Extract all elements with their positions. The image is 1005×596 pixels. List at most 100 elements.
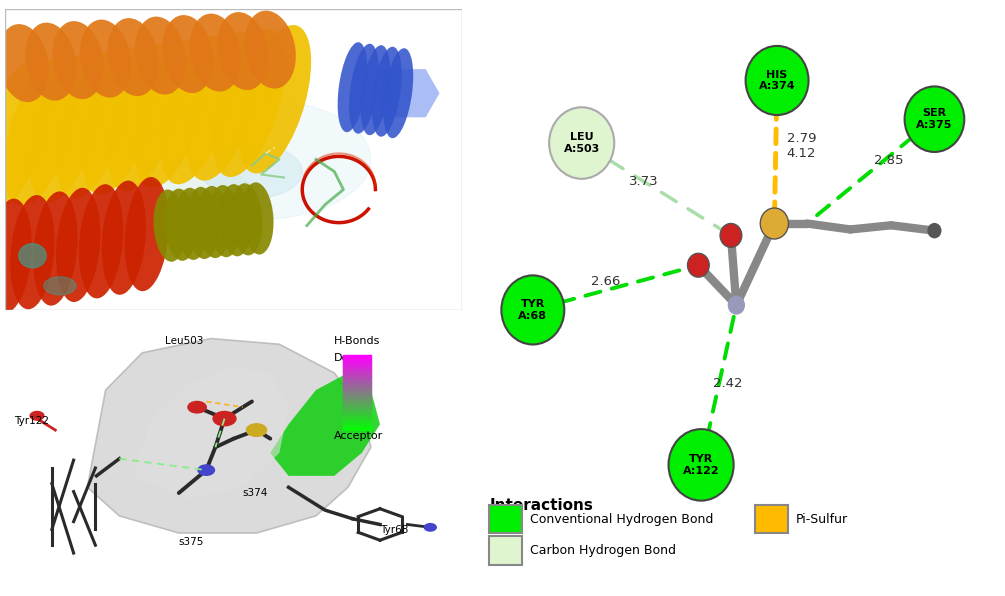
Text: LEU
A:503: LEU A:503 [564,132,600,154]
Text: Tyr122: Tyr122 [14,417,49,426]
Circle shape [668,429,734,501]
Bar [344,415,371,418]
Bar [344,420,371,423]
Text: 3.73: 3.73 [629,175,659,188]
Bar [344,360,371,363]
Ellipse shape [217,12,268,90]
Circle shape [246,424,266,436]
Circle shape [424,524,436,531]
Bar [344,358,371,361]
Ellipse shape [56,188,100,302]
Circle shape [746,46,809,115]
Circle shape [720,224,742,247]
Ellipse shape [25,23,76,101]
Bar [344,383,371,386]
Bar [344,385,371,388]
Ellipse shape [135,39,207,188]
Text: TYR
A:68: TYR A:68 [519,299,548,321]
Bar [344,380,371,383]
Circle shape [213,411,236,426]
Bar [344,355,371,358]
Bar [344,402,371,405]
Ellipse shape [135,17,186,95]
Circle shape [728,296,745,315]
Ellipse shape [349,44,379,134]
Ellipse shape [52,21,104,99]
Bar [344,398,371,401]
Text: SER
A:375: SER A:375 [917,108,953,130]
Bar [344,390,371,393]
Ellipse shape [44,277,76,295]
Ellipse shape [230,183,262,256]
Ellipse shape [78,184,124,299]
Ellipse shape [202,144,303,198]
Text: Carbon Hydrogen Bond: Carbon Hydrogen Bond [531,544,676,557]
Bar [344,368,371,371]
Ellipse shape [186,32,259,181]
Text: Pi-Sulfur: Pi-Sulfur [796,513,848,526]
Ellipse shape [176,188,208,260]
Bar [344,412,371,415]
Bar [344,427,371,430]
Text: Interactions: Interactions [489,498,593,513]
Ellipse shape [0,198,32,313]
Circle shape [198,465,214,475]
Circle shape [30,411,44,420]
Bar [344,409,371,412]
Circle shape [501,275,565,344]
Bar [344,417,371,420]
Text: s375: s375 [179,536,204,547]
Circle shape [760,208,789,239]
Ellipse shape [102,181,146,295]
Text: s374: s374 [243,488,268,498]
Text: Conventional Hydrogen Bond: Conventional Hydrogen Bond [531,513,714,526]
FancyBboxPatch shape [489,505,522,533]
Ellipse shape [80,20,132,98]
Circle shape [904,86,965,152]
Ellipse shape [109,43,181,191]
Ellipse shape [212,29,285,177]
Text: Tyr68: Tyr68 [380,525,408,535]
Ellipse shape [154,190,186,262]
Bar [344,365,371,368]
Text: Leu503: Leu503 [165,336,203,346]
Text: Acceptor: Acceptor [335,431,384,440]
Circle shape [549,107,614,179]
Polygon shape [270,373,380,476]
Ellipse shape [82,46,155,195]
Ellipse shape [241,86,264,122]
Bar [344,400,371,403]
Ellipse shape [56,50,129,198]
Ellipse shape [208,185,240,257]
Ellipse shape [230,83,253,119]
FancyBboxPatch shape [756,505,788,533]
Bar [344,395,371,398]
Circle shape [188,402,206,413]
Ellipse shape [163,15,213,93]
Ellipse shape [222,81,245,117]
Ellipse shape [33,191,77,306]
Ellipse shape [372,46,402,136]
FancyBboxPatch shape [489,536,522,565]
Ellipse shape [219,184,251,256]
Ellipse shape [383,48,413,138]
Ellipse shape [241,182,273,254]
Ellipse shape [10,195,54,309]
Text: 2.85: 2.85 [873,154,903,167]
Bar [344,377,371,380]
Ellipse shape [338,42,368,132]
Text: HIS
A:374: HIS A:374 [759,70,795,91]
Circle shape [928,223,942,238]
Text: 2.42: 2.42 [714,377,743,390]
Bar [344,372,371,375]
Ellipse shape [190,14,241,92]
Ellipse shape [226,82,249,118]
Bar [344,392,371,395]
Text: H-Bonds: H-Bonds [335,336,381,346]
Bar [344,387,371,390]
Bar [344,422,371,425]
Bar [344,375,371,378]
Ellipse shape [0,61,50,210]
Polygon shape [87,339,371,533]
Ellipse shape [108,18,159,96]
